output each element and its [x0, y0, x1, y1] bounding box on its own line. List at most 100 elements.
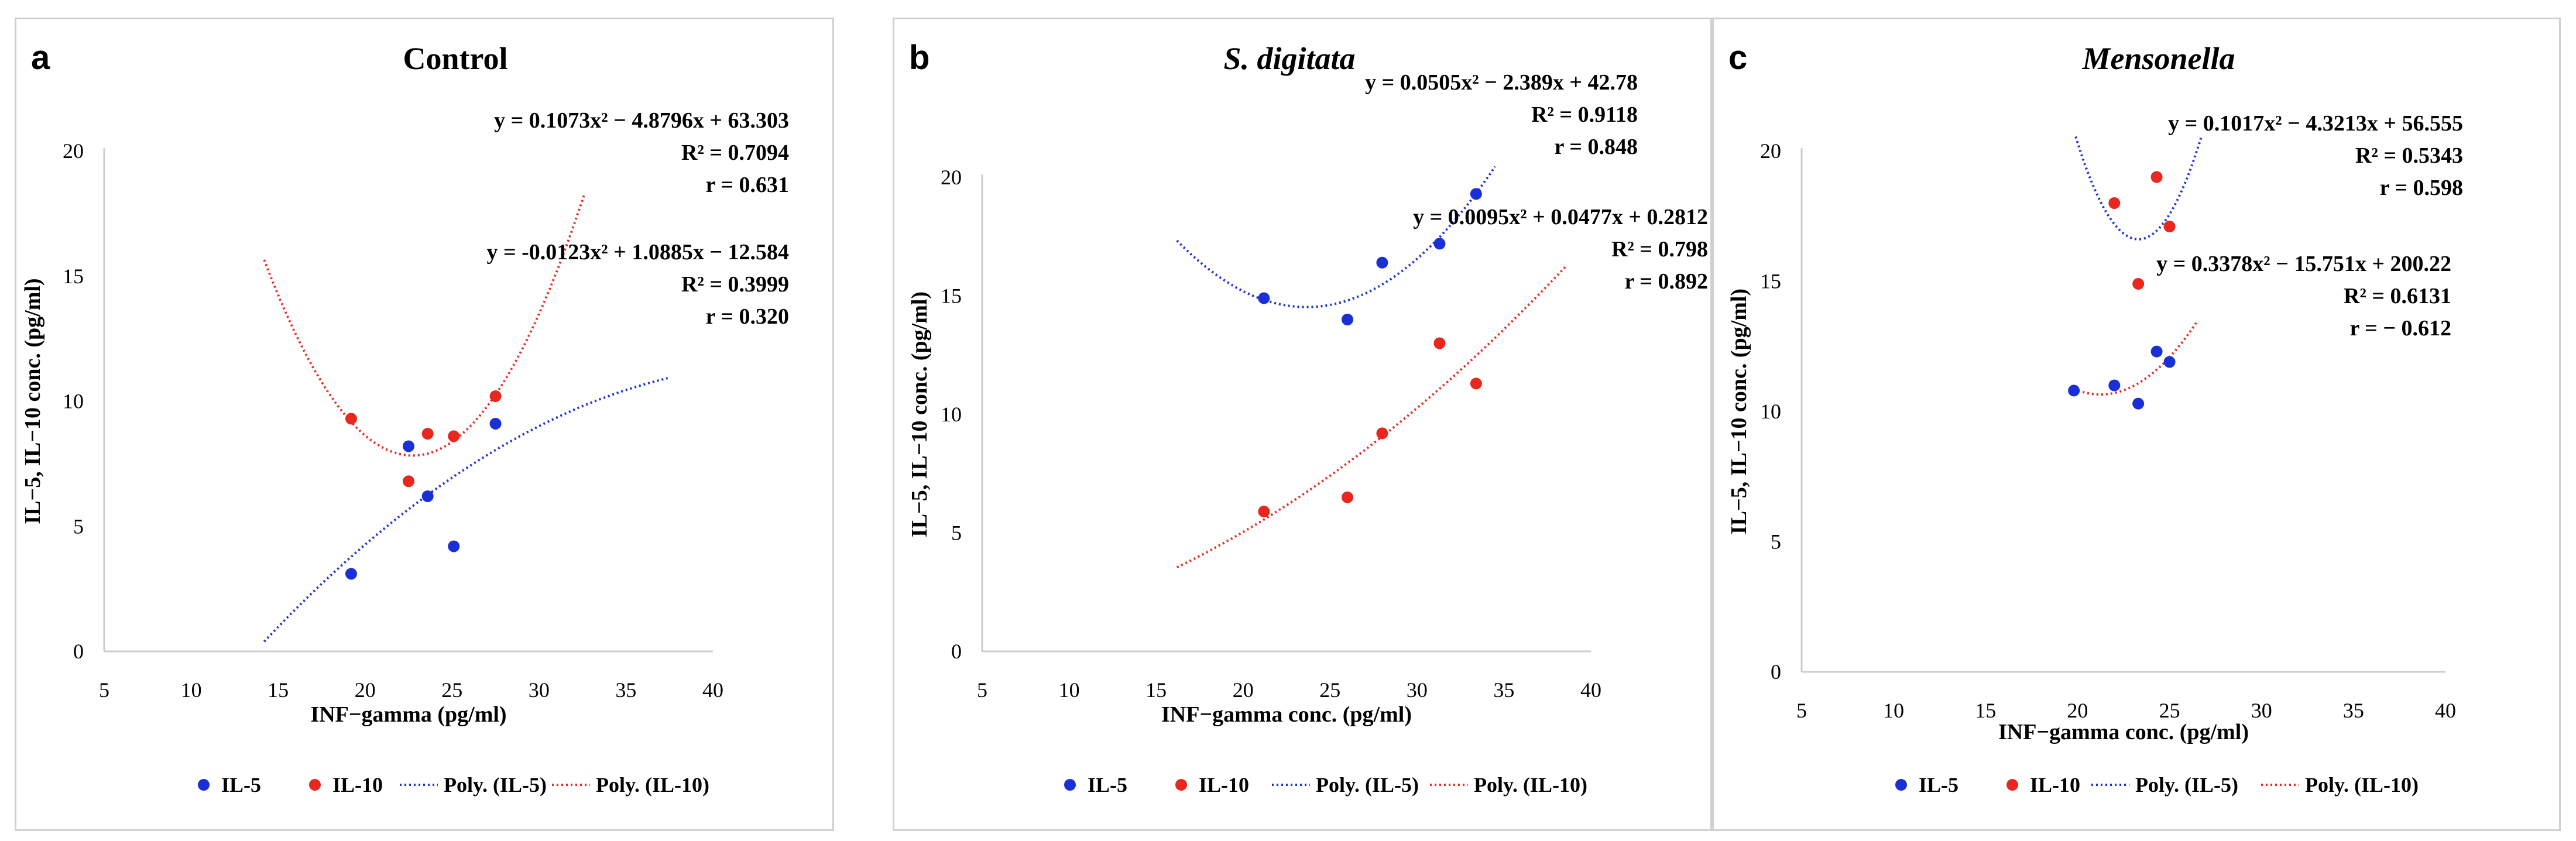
x-axis-label: INF−gamma (pg/ml) [310, 702, 506, 727]
poly-fit-il10 [1176, 265, 1567, 569]
x-tick-label: 25 [441, 678, 462, 702]
equation-annotation: y = 0.0505x² − 2.389x + 42.78 [1365, 70, 1638, 95]
equation-annotation: y = 0.3378x² − 15.751x + 200.22 [2156, 252, 2451, 276]
data-point-il10 [345, 413, 357, 425]
equation-annotation: R² = 0.6131 [2344, 284, 2451, 308]
y-axis-label: IL−5, IL−10 conc. (pg/ml) [1727, 289, 1751, 534]
data-point-il5 [1342, 314, 1353, 325]
legend-marker-il10 [309, 779, 321, 791]
equation-annotation: r = 0.848 [1555, 135, 1638, 159]
data-point-il5 [403, 440, 414, 452]
legend-marker-il5 [1064, 779, 1076, 791]
chart-title: Control [403, 41, 507, 76]
x-tick-label: 15 [267, 678, 289, 702]
data-point-il5 [2068, 385, 2080, 397]
y-tick-label: 10 [1760, 400, 1781, 423]
equation-annotation: y = 0.1073x² − 4.8796x + 63.303 [494, 108, 789, 133]
equation-annotation: y = 0.1017x² − 4.3213x + 56.555 [2168, 111, 2463, 136]
legend-label-il10: IL-10 [2030, 773, 2080, 797]
x-tick-label: 20 [2067, 699, 2088, 722]
y-tick-label: 0 [1771, 660, 1781, 684]
legend-label-poly-il10: Poly. (IL-10) [1474, 773, 1587, 797]
data-point-il10 [448, 430, 460, 442]
x-tick-label: 15 [1145, 678, 1167, 702]
x-tick-label: 30 [529, 678, 550, 702]
equation-annotation: r = 0.892 [1625, 269, 1708, 294]
legend-marker-il5 [198, 779, 210, 791]
legend-label-poly-il10: Poly. (IL-10) [2305, 773, 2419, 797]
x-tick-label: 30 [1407, 678, 1428, 702]
equation-annotation: r = 0.631 [706, 173, 789, 197]
equation-annotation: R² = 0.5343 [2355, 143, 2463, 168]
data-point-il10 [2150, 171, 2163, 183]
legend-label-il5: IL-5 [1088, 773, 1127, 797]
legend-label-il10: IL-10 [332, 773, 383, 797]
x-tick-label: 40 [702, 678, 723, 702]
poly-fit-il5 [1176, 166, 1496, 308]
x-tick-label: 10 [1059, 678, 1080, 702]
data-point-il5 [2163, 356, 2176, 368]
chart-title: Mensonella [2081, 41, 2235, 76]
equation-annotation: y = 0.0095x² + 0.0477x + 0.2812 [1413, 205, 1708, 229]
poly-fit-il5 [263, 377, 668, 643]
x-tick-label: 40 [1580, 678, 1601, 702]
x-tick-label: 5 [977, 678, 987, 702]
x-tick-label: 10 [1883, 699, 1904, 722]
x-tick-label: 5 [99, 678, 109, 702]
x-tick-label: 25 [2159, 699, 2180, 722]
data-point-il10 [421, 428, 434, 440]
data-point-il5 [421, 490, 434, 502]
legend-marker-il10 [1175, 779, 1187, 791]
data-point-il5 [2132, 397, 2145, 410]
chart-panel-control: a Control 5 10 15 20 25 30 35 40 0 5 10 15 20 INF−gamma… [15, 18, 834, 831]
poly-fit-il10 [263, 194, 586, 457]
y-tick-label: 20 [63, 139, 84, 163]
y-tick-label: 10 [941, 403, 962, 426]
legend-label-il5: IL-5 [221, 773, 261, 797]
data-point-il5 [2150, 345, 2163, 358]
y-tick-label: 15 [1760, 270, 1781, 293]
legend-marker-il5 [1895, 779, 1907, 791]
legend-label-poly-il5: Poly. (IL-5) [1316, 773, 1419, 797]
data-point-il5 [2108, 379, 2121, 392]
data-point-il10 [489, 390, 502, 402]
chart-title: S. digitata [1223, 41, 1355, 76]
equation-annotation: r = 0.320 [706, 304, 789, 329]
legend-marker-il10 [2006, 779, 2018, 791]
x-tick-label: 40 [2435, 699, 2456, 722]
panel-letter: b [909, 39, 929, 77]
x-axis-label: INF−gamma conc. (pg/ml) [1161, 702, 1412, 727]
data-point-il5 [1258, 292, 1270, 304]
equation-annotation: R² = 0.9118 [1531, 102, 1638, 127]
legend-label-il10: IL-10 [1199, 773, 1249, 797]
x-tick-label: 25 [1319, 678, 1340, 702]
x-axis-label: INF−gamma conc. (pg/ml) [1998, 720, 2249, 744]
poly-fit-il10 [2073, 321, 2198, 396]
x-tick-label: 15 [1975, 699, 1996, 722]
legend-label-il5: IL-5 [1919, 773, 1958, 797]
y-axis-label: IL−5, IL−10 conc. (pg/ml) [20, 278, 45, 524]
data-point-il10 [2108, 197, 2121, 209]
x-tick-label: 35 [1493, 678, 1514, 702]
y-tick-label: 15 [941, 284, 962, 308]
x-tick-label: 20 [355, 678, 376, 702]
data-point-il5 [448, 540, 460, 552]
legend-label-poly-il5: Poly. (IL-5) [2135, 773, 2238, 797]
data-point-il10 [2163, 221, 2176, 233]
data-point-il10 [1433, 337, 1446, 349]
data-point-il10 [403, 475, 414, 488]
y-tick-label: 20 [1760, 139, 1781, 163]
y-axis-label: IL−5, IL−10 conc. (pg/ml) [907, 291, 932, 537]
y-tick-label: 15 [63, 265, 84, 288]
data-point-il10 [1376, 427, 1388, 440]
equation-annotation: R² = 0.798 [1611, 237, 1708, 262]
data-point-il5 [1376, 256, 1388, 269]
equation-annotation: R² = 0.7094 [681, 140, 789, 165]
x-tick-label: 10 [181, 678, 202, 702]
x-tick-label: 35 [2343, 699, 2364, 722]
x-tick-label: 20 [1233, 678, 1254, 702]
equation-annotation: r = − 0.612 [2350, 316, 2452, 341]
poly-fit-il5 [2074, 135, 2203, 241]
